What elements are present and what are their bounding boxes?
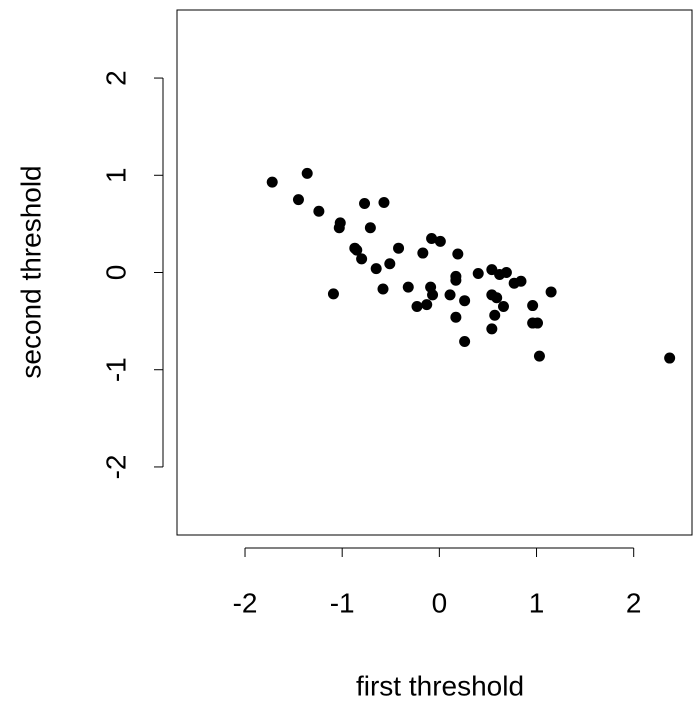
point (292, 194, 304, 206)
point (421, 299, 433, 311)
x-tick-label: 2 (626, 587, 642, 618)
point (450, 274, 462, 286)
y-tick-label: 0 (100, 265, 131, 281)
point (333, 222, 345, 234)
point (378, 197, 390, 208)
point (384, 258, 396, 270)
point (370, 263, 382, 275)
x-axis-title: first threshold (356, 670, 524, 701)
point (532, 317, 543, 329)
point (417, 247, 429, 259)
point (515, 275, 527, 287)
x-tick-label: -2 (233, 587, 258, 618)
point (351, 244, 363, 256)
point (459, 295, 471, 307)
point (497, 301, 509, 313)
point (393, 242, 405, 254)
point (444, 289, 456, 301)
x-tick-label: 1 (529, 587, 545, 618)
point (472, 267, 484, 279)
point (359, 197, 371, 209)
point (411, 301, 423, 313)
x-tick-label: -1 (330, 587, 355, 618)
plot-box (176, 9, 693, 536)
x-tick-label: 0 (432, 587, 448, 618)
point (427, 289, 439, 301)
y-axis-title: second threshold (15, 165, 46, 378)
point (402, 281, 414, 293)
point (434, 235, 446, 247)
point (266, 176, 278, 188)
y-tick-label: -1 (100, 357, 131, 382)
point (533, 350, 545, 362)
point (313, 205, 325, 217)
point (364, 222, 376, 234)
point (301, 167, 313, 179)
y-tick-label: 2 (100, 70, 131, 86)
point (452, 248, 464, 260)
point (450, 311, 462, 323)
point (377, 283, 389, 295)
point (486, 323, 498, 335)
point (426, 232, 438, 244)
point (356, 253, 368, 265)
y-tick-label: -2 (100, 454, 131, 479)
point (527, 300, 539, 312)
point (664, 352, 676, 364)
point (459, 336, 471, 348)
point (491, 292, 503, 304)
y-tick-label: 1 (100, 167, 131, 183)
point (545, 286, 557, 298)
point (489, 309, 501, 321)
point (327, 288, 339, 300)
point (500, 267, 512, 278)
